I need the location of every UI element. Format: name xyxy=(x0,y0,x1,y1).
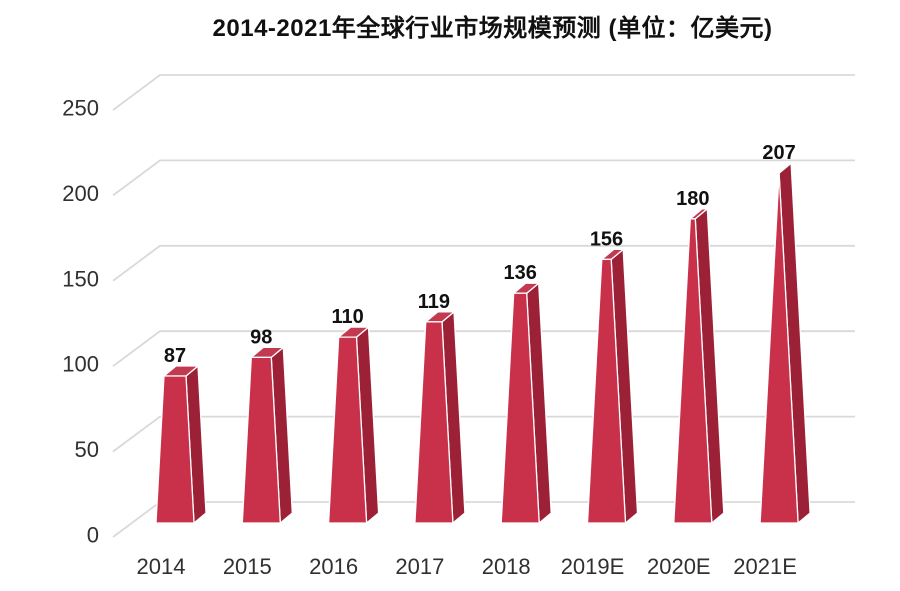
y-axis-labels: 0 50 100 150 200 250 xyxy=(62,96,99,548)
value-label: 156 xyxy=(590,228,623,250)
value-label: 110 xyxy=(331,306,363,328)
x-tick-label: 2014 xyxy=(137,554,186,579)
x-tick-label: 2021E xyxy=(733,554,797,579)
y-tick-label: 50 xyxy=(75,437,99,462)
bars xyxy=(155,162,811,524)
bar-front-face xyxy=(241,356,281,524)
gridline xyxy=(112,501,855,538)
bar-front-face xyxy=(414,321,454,524)
bar-front-face xyxy=(586,258,627,524)
bar-front-face xyxy=(500,292,540,524)
gridline xyxy=(112,244,855,282)
x-tick-label: 2017 xyxy=(395,554,444,579)
y-tick-label: 150 xyxy=(62,266,99,291)
bar-front-face xyxy=(759,172,799,524)
x-tick-label: 2020E xyxy=(647,554,711,579)
x-tick-label: 2015 xyxy=(223,554,272,579)
gridline xyxy=(112,330,855,367)
gridline xyxy=(112,159,855,197)
chart-title: 2014-2021年全球行业市场规模预测 (单位：亿美元) xyxy=(212,15,773,42)
y-tick-label: 250 xyxy=(62,96,99,121)
x-tick-label: 2018 xyxy=(482,554,531,579)
y-tick-label: 100 xyxy=(62,352,99,377)
bar-front-face xyxy=(155,375,195,524)
value-label: 207 xyxy=(762,142,795,164)
gridline xyxy=(112,415,855,453)
value-label: 119 xyxy=(418,291,450,313)
value-label: 136 xyxy=(504,262,537,284)
x-axis-labels: 2014 2015 2016 2017 2018 2019E 2020E 2021E xyxy=(137,554,797,579)
x-tick-label: 2016 xyxy=(309,554,358,579)
x-tick-label: 2019E xyxy=(561,554,625,579)
bar-front-face xyxy=(327,336,368,524)
value-labels: 87 98 110 119 136 156 180 207 xyxy=(164,142,796,367)
y-tick-label: 0 xyxy=(87,523,99,548)
y-tick-label: 200 xyxy=(62,181,99,206)
value-label: 180 xyxy=(676,188,709,210)
bar-front-face xyxy=(673,218,713,524)
value-label: 98 xyxy=(250,326,272,348)
gridline xyxy=(112,74,855,111)
value-label: 87 xyxy=(164,345,186,367)
gridlines xyxy=(112,74,855,538)
